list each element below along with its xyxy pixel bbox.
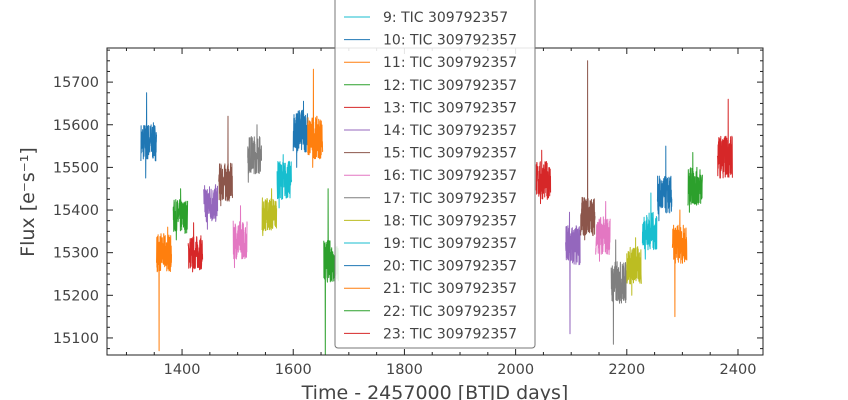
y-tick-label: 15700 xyxy=(53,75,99,91)
x-tick-label: 2400 xyxy=(720,362,757,378)
x-ticks: 1400 1600 1800 2000 2200 2400 xyxy=(125,48,757,378)
flux-segment-22 xyxy=(671,209,688,318)
legend-box xyxy=(334,0,536,349)
flux-segment-4 xyxy=(187,222,204,273)
y-tick-label: 15400 xyxy=(53,203,99,219)
legend-entry: 16: TIC 309792357 xyxy=(383,168,517,184)
legend-entry: 10: TIC 309792357 xyxy=(383,33,517,49)
flux-segment-11 xyxy=(292,100,309,168)
x-tick-label: 1800 xyxy=(386,362,423,378)
y-ticks: 15100 15200 15300 15400 15500 15600 15700 xyxy=(53,49,763,350)
y-tick-label: 15300 xyxy=(53,246,99,262)
x-tick-label: 2000 xyxy=(497,362,534,378)
flux-segment-2 xyxy=(156,226,172,352)
legend-entry: 17: TIC 309792357 xyxy=(383,191,517,207)
y-tick-label: 15100 xyxy=(53,331,99,347)
x-axis-label: Time - 2457000 [BTJD days] xyxy=(301,382,569,400)
flux-segment-16 xyxy=(580,60,596,241)
flux-segment-10 xyxy=(276,154,293,209)
legend: 9: TIC 309792357 10: TIC 309792357 11: TIC… xyxy=(334,0,536,349)
y-axis-label: Flux [e⁻s⁻¹] xyxy=(17,147,39,257)
flux-segment-18 xyxy=(610,239,627,345)
x-tick-label: 1400 xyxy=(164,362,201,378)
legend-entry: 20: TIC 309792357 xyxy=(383,259,517,275)
y-tick-label: 15500 xyxy=(53,160,99,176)
legend-entry: 12: TIC 309792357 xyxy=(383,78,517,94)
flux-segment-8 xyxy=(247,124,262,183)
y-tick-label: 15200 xyxy=(53,288,99,304)
legend-entry: 22: TIC 309792357 xyxy=(383,304,517,320)
x-tick-label: 2200 xyxy=(608,362,645,378)
legend-entry: 14: TIC 309792357 xyxy=(383,123,517,139)
flux-segment-6 xyxy=(218,115,234,207)
flux-segment-9 xyxy=(261,188,278,237)
legend-entry: 19: TIC 309792357 xyxy=(383,236,517,252)
legend-entry: 15: TIC 309792357 xyxy=(383,146,517,162)
legend-entry: 11: TIC 309792357 xyxy=(383,55,517,71)
y-tick-label: 15600 xyxy=(53,118,99,134)
flux-segment-3 xyxy=(172,188,189,241)
flux-segment-24 xyxy=(716,98,733,179)
flux-segment-21 xyxy=(656,145,673,222)
x-tick-label: 1600 xyxy=(275,362,312,378)
flux-segment-12 xyxy=(307,68,324,168)
flux-segment-14 xyxy=(535,149,552,205)
flux-segment-5 xyxy=(203,184,219,230)
flux-segment-17 xyxy=(595,201,611,262)
legend-entry: 21: TIC 309792357 xyxy=(383,281,517,297)
flux-segment-20 xyxy=(641,192,658,260)
flux-segment-19 xyxy=(626,237,642,296)
legend-entry: 9: TIC 309792357 xyxy=(383,10,508,26)
legend-entry: 18: TIC 309792357 xyxy=(383,213,517,229)
flux-segment-23 xyxy=(687,152,703,213)
legend-entry: 13: TIC 309792357 xyxy=(383,100,517,116)
flux-segment-7 xyxy=(232,205,248,269)
flux-segment-1 xyxy=(140,92,157,179)
flux-segment-15 xyxy=(565,211,581,335)
legend-entry: 23: TIC 309792357 xyxy=(383,326,517,342)
